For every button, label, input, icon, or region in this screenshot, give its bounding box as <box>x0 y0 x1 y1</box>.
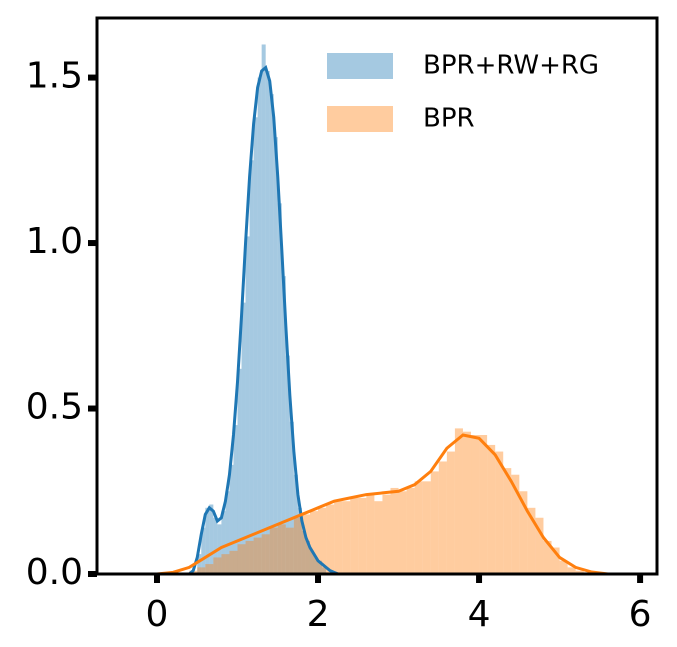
hist-bar <box>265 70 270 574</box>
hist-bar <box>438 461 447 574</box>
y-tick-label: 0.5 <box>26 387 83 428</box>
hist-bar <box>511 474 520 574</box>
hist-bar <box>471 435 480 574</box>
y-tick-label: 1.5 <box>26 56 83 97</box>
legend-label: BPR <box>423 104 475 134</box>
hist-bar <box>249 160 254 574</box>
hist-bar <box>293 474 298 574</box>
hist-bar <box>503 468 512 574</box>
hist-bar <box>551 547 560 574</box>
y-tick-label: 0.0 <box>26 552 83 593</box>
hist-bar <box>225 491 230 574</box>
hist-bar <box>213 557 222 574</box>
legend-swatch <box>327 53 393 79</box>
y-tick-label: 1.0 <box>26 221 83 262</box>
x-tick-label: 0 <box>146 594 169 635</box>
hist-bar <box>301 514 310 574</box>
hist-bar <box>201 527 206 574</box>
hist-bar <box>366 494 375 574</box>
hist-bar <box>281 276 286 574</box>
hist-bar <box>237 368 242 574</box>
hist-bar <box>277 203 282 574</box>
hist-bar <box>209 504 214 574</box>
hist-bar <box>297 507 302 574</box>
hist-bar <box>454 428 463 574</box>
hist-bar <box>495 451 504 574</box>
hist-bar <box>342 501 351 574</box>
hist-bar <box>326 504 335 574</box>
hist-bar <box>269 94 274 574</box>
hist-bar <box>334 501 343 574</box>
hist-bar <box>350 497 359 574</box>
x-tick-label: 4 <box>468 594 491 635</box>
plot <box>156 44 609 574</box>
hist-bar <box>289 421 294 574</box>
hist-bar <box>277 524 286 574</box>
hist-bar <box>543 540 552 574</box>
hist-bar <box>293 517 302 574</box>
hist-bar <box>479 435 488 574</box>
hist-bar <box>519 491 528 574</box>
hist-bar <box>229 550 238 574</box>
hist-bar <box>261 44 266 574</box>
hist-bar <box>313 557 319 574</box>
hist-bar <box>269 527 278 574</box>
hist-bar <box>318 560 323 574</box>
hist-bar <box>398 491 407 574</box>
hist-bar <box>446 451 455 574</box>
hist-bar <box>285 527 294 574</box>
hist-bar <box>567 567 576 574</box>
hist-bar <box>462 431 472 574</box>
hist-bar <box>285 355 290 574</box>
hist-bar <box>309 511 319 574</box>
frame <box>95 16 659 576</box>
hist-bar <box>301 530 306 574</box>
legend-swatch <box>327 106 393 132</box>
hist-bar <box>197 554 202 574</box>
hist-bar <box>245 236 250 574</box>
hist-bar <box>213 517 218 574</box>
hist-bar <box>422 481 431 574</box>
hist-bar <box>575 570 584 574</box>
kde-line <box>156 433 609 574</box>
hist-bar <box>358 497 367 574</box>
hist-bar <box>559 560 568 574</box>
hist-bar <box>305 540 310 574</box>
hist-bar <box>406 487 415 574</box>
hist-bar <box>257 77 262 574</box>
hist-bar <box>487 444 496 574</box>
hist-bar <box>535 517 544 574</box>
hist-bar <box>430 471 439 574</box>
hist-bar <box>390 487 399 574</box>
hist-bar <box>322 567 327 574</box>
hist-bar <box>382 494 391 574</box>
hist-bar <box>253 537 262 574</box>
hist-bar <box>221 554 230 574</box>
hist-bar <box>221 511 226 574</box>
legend-label: BPR+RW+RG <box>423 51 599 81</box>
hist-bar <box>374 501 383 574</box>
hist-bar <box>233 425 238 574</box>
hist-bar <box>253 117 258 574</box>
hist-bar <box>229 464 234 574</box>
hist-bar <box>261 534 270 574</box>
hist-bar <box>414 481 423 574</box>
hist-bar <box>527 507 536 574</box>
hist-bar <box>273 137 278 574</box>
hist-bar <box>205 507 210 574</box>
kde-line <box>188 65 339 574</box>
hist-bar <box>318 507 327 574</box>
hist-bar <box>205 564 214 574</box>
x-tick-label: 6 <box>629 594 652 635</box>
hist-bar <box>237 544 246 574</box>
hist-bar <box>197 567 206 574</box>
hist-bar <box>241 302 246 574</box>
x-tick-label: 2 <box>307 594 330 635</box>
hist-bar <box>245 540 254 574</box>
hist-bar <box>309 550 314 574</box>
